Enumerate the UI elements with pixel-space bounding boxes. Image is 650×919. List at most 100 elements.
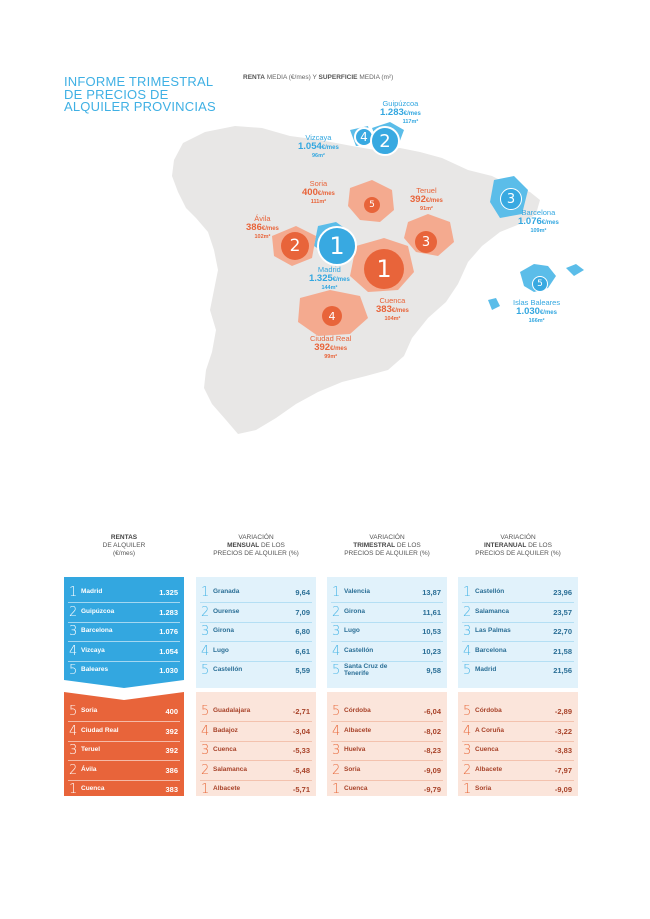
row-divider [200,740,312,742]
province-name: Lugo [344,627,360,635]
rank-number: 4 [463,723,472,739]
bottom-block-background [64,692,184,796]
top-block: 1 Valencia 13,87 2 Girona 11,61 3 Lugo 10,53 4 Cas… [327,577,447,688]
province-name: Vizcaya [81,646,105,654]
value: 400 [165,707,178,717]
rank-number: 3 [69,624,78,640]
row-divider [331,621,443,623]
province-name: Badajoz [213,726,238,734]
rank-number: 5 [201,704,210,720]
value: 23,96 [553,588,572,598]
rank-badge-madrid: 1 [317,226,357,266]
table-header: VARIACIÓN MENSUAL DE LOS PRECIOS DE ALQU… [213,534,299,558]
value: 5,59 [295,666,310,676]
value: 392 [165,726,178,736]
province-name: Ourense [213,607,240,615]
rank-number: 2 [69,604,78,620]
table-row: 3 Barcelona 1.076 [64,622,184,642]
province-name: Ciudad Real [81,726,119,734]
table-row: 2 Ourense 7,09 [196,603,316,623]
rank-number: 4 [201,723,210,739]
rank-badge-cuenca: 1 [364,249,404,289]
rank-number: 5 [69,704,78,720]
province-name: Madrid [475,666,497,674]
table-row: 1 Cuenca -9,79 [327,780,447,800]
province-name: Huelva [344,746,366,754]
province-name: Cuenca [213,746,237,754]
map-label-cuenca: Cuenca 383€/mes 104m² [376,296,409,323]
bottom-block: 5 Guadalajara -2,71 4 Badajoz -3,04 3 Cuenca -5,… [196,692,316,798]
map-label-baleares: Islas Baleares 1.030€/mes 166m² [513,298,561,325]
table-variacion-trimestral: VARIACIÓN TRIMESTRAL DE LOS PRECIOS DE A… [327,534,447,797]
table-row: 3 Girona 6,80 [196,622,316,642]
province-name: Castellón [213,666,243,674]
province-name: Albacete [344,726,372,734]
rank-badge-ciudad-real: 4 [322,306,342,326]
row-divider [462,740,574,742]
table-row: 5 Castellón 5,59 [196,661,316,681]
map-label-teruel: Teruel 392€/mes 91m² [410,186,443,213]
province-name: Soria [344,765,361,773]
row-divider [462,602,574,603]
table-row: 4 Vizcaya 1.054 [64,642,184,662]
table-row: 1 Soria -9,09 [458,780,578,800]
table-rentas: RENTAS DE ALQUILER (€/mes) 1 Madrid 1.325 2… [64,534,184,797]
value: 13,87 [422,588,441,598]
row-divider [68,660,180,662]
row-divider [68,779,180,781]
province-name: Madrid [81,588,103,596]
value: -3,83 [554,746,572,756]
map-label-ciudad-real: Ciudad Real 392€/mes 99m² [310,334,352,361]
rank-number: 3 [463,743,472,759]
bottom-block: 5 Córdoba -2,89 4 A Coruña -3,22 3 Cuenca -3,83 2… [458,692,578,797]
row-divider [200,602,312,603]
rank-number: 4 [332,723,341,739]
rank-number: 5 [69,663,78,679]
rank-number: 3 [201,624,210,640]
value: -7,97 [554,765,572,775]
bottom-block-background [327,692,447,796]
row-divider [462,760,574,761]
value: -5,71 [292,785,310,795]
value: -8,23 [423,746,441,756]
table-row: 2 Albacete -7,97 [458,761,578,781]
province-name: Córdoba [344,707,371,715]
province-name: Granada [213,588,240,596]
value: -3,04 [292,726,310,736]
rank-number: 2 [201,762,210,778]
rank-number: 1 [463,782,472,798]
value: 7,09 [295,607,310,617]
province-name: Castellón [475,588,505,596]
row-divider [462,660,574,662]
province-name: Cuenca [344,785,368,793]
province-name: Salamanca [475,607,509,615]
table-row: 2 Guipúzcoa 1.283 [64,603,184,623]
row-divider [331,760,443,761]
top-block: 1 Granada 9,64 2 Ourense 7,09 3 Girona 6,80 4 Lugo… [196,577,316,688]
row-divider [68,621,180,623]
table-row: 5 Madrid 21,56 [458,661,578,681]
row-divider [331,779,443,781]
rank-number: 1 [69,585,78,601]
table-row: 1 Castellón 23,96 [458,583,578,603]
top-block-background [64,577,184,688]
rank-badge-guipuzcoa: 2 [370,126,400,156]
value: 383 [165,785,178,795]
rank-badge-avila: 2 [281,232,309,260]
value: 6,61 [295,646,310,656]
value: 6,80 [295,627,310,637]
province-name: Cuenca [475,746,499,754]
province-name: A Coruña [475,726,505,734]
row-divider [331,602,443,603]
row-divider [200,721,312,722]
top-block: 1 Madrid 1.325 2 Guipúzcoa 1.283 3 Barcelona 1.0… [64,577,184,688]
province-name: Las Palmas [475,627,511,635]
province-name: Guipúzcoa [81,607,115,615]
rank-number: 1 [332,782,341,798]
row-divider [200,621,312,623]
row-divider [462,621,574,623]
table-row: 3 Huelva -8,23 [327,741,447,761]
rank-number: 1 [201,782,210,798]
rank-number: 4 [463,643,472,659]
table-row: 4 Lugo 6,61 [196,642,316,662]
